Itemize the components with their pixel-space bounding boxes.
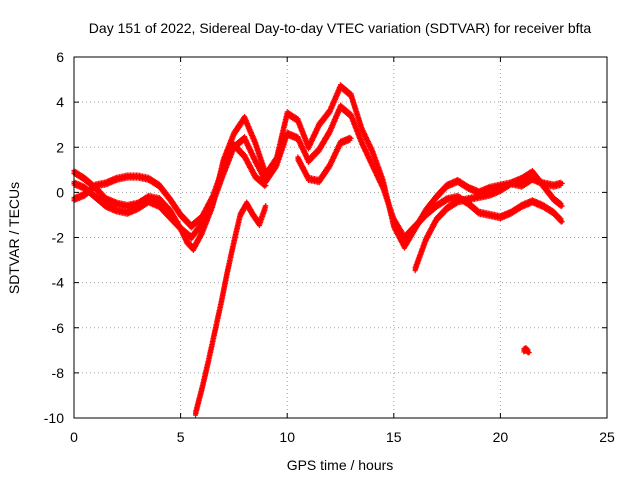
data-points: [71, 82, 565, 418]
chart-title: Day 151 of 2022, Sidereal Day-to-day VTE…: [89, 20, 592, 36]
x-tick-label: 0: [70, 429, 78, 445]
